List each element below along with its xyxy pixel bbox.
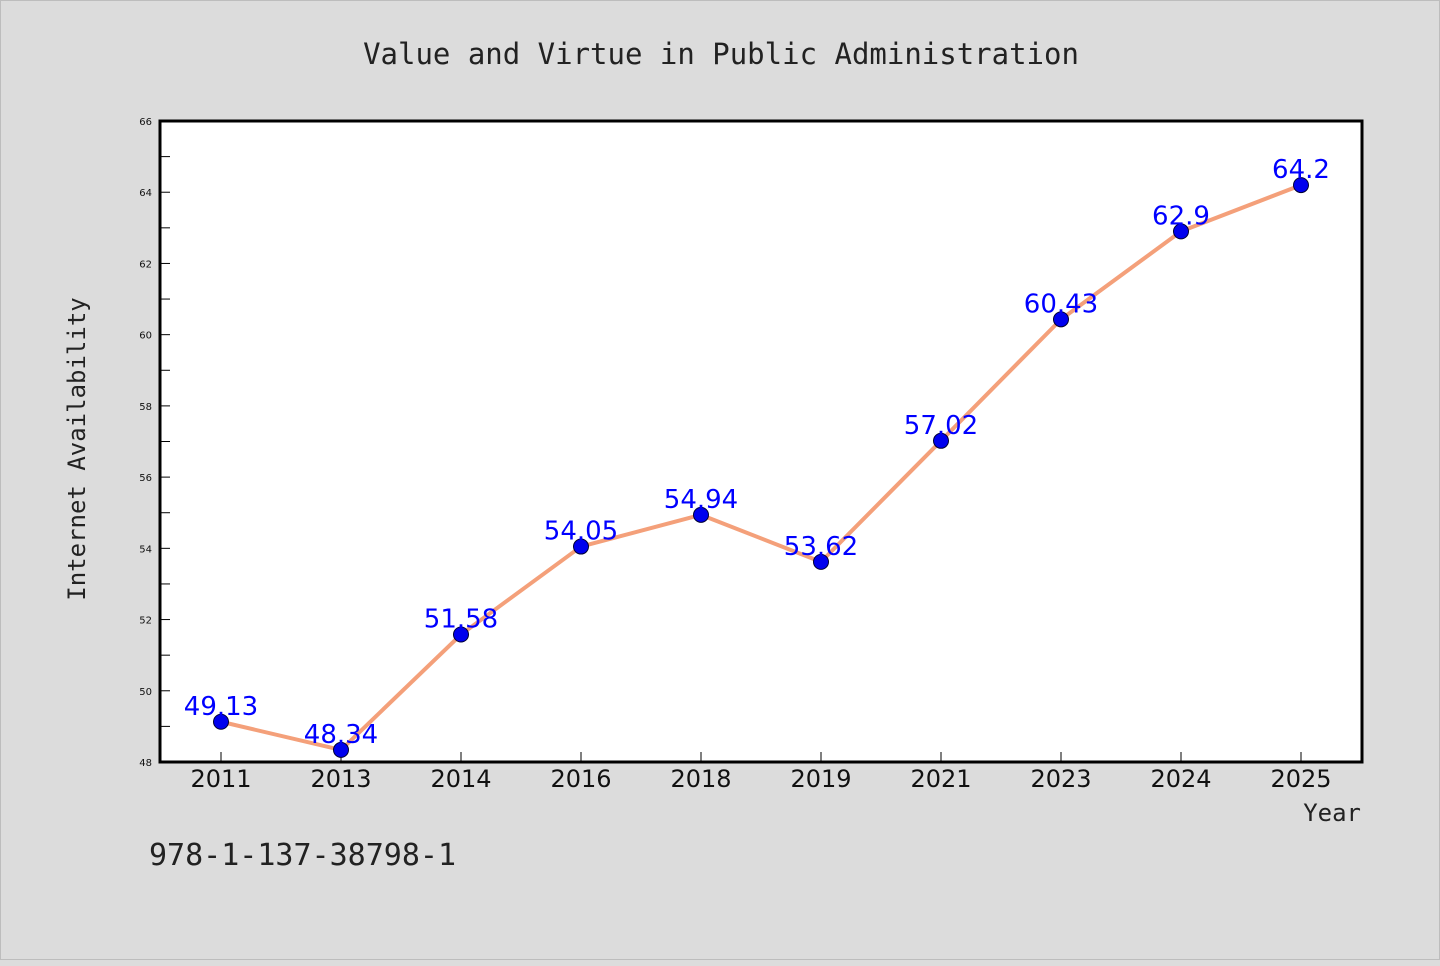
x-axis: 2011 2013 2014 2016 2018 2019 2021 2023 2024 2025 xyxy=(190,752,1332,793)
data-label: 49.13 xyxy=(184,692,258,722)
data-point xyxy=(333,741,349,758)
data-label: 64.2 xyxy=(1272,155,1330,185)
y-axis: 48 50 52 54 56 58 60 62 64 66 xyxy=(139,117,170,769)
x-tick-label: 2019 xyxy=(790,765,851,793)
y-tick-label: 60 xyxy=(139,331,152,342)
y-tick-label: 52 xyxy=(139,616,152,627)
x-tick-label: 2024 xyxy=(1150,765,1211,793)
data-point xyxy=(213,713,229,730)
x-tick-label: 2014 xyxy=(430,765,491,793)
y-tick-label: 50 xyxy=(139,687,152,698)
x-axis-label: Year xyxy=(1303,799,1361,827)
x-tick-label: 2025 xyxy=(1270,765,1331,793)
data-point xyxy=(813,553,829,570)
y-tick-label: 64 xyxy=(139,188,152,199)
y-axis-label: Internet Availability xyxy=(63,297,91,600)
x-tick-label: 2021 xyxy=(910,765,971,793)
data-point xyxy=(1293,177,1309,194)
data-point xyxy=(933,432,949,449)
data-label: 51.58 xyxy=(424,605,498,635)
data-point xyxy=(573,538,589,555)
data-label: 54.05 xyxy=(544,517,618,547)
data-label: 57.02 xyxy=(904,411,978,441)
series-layer: 49.13 48.34 51.58 54.05 54.94 53.62 57.02 60.43… xyxy=(184,155,1330,758)
data-label: 62.9 xyxy=(1152,201,1210,231)
plot-area xyxy=(158,119,1364,764)
chart-title: Value and Virtue in Public Administratio… xyxy=(363,37,1079,71)
data-label: 48.34 xyxy=(304,720,378,750)
data-label: 53.62 xyxy=(784,532,858,562)
data-label: 60.43 xyxy=(1024,289,1098,319)
data-point xyxy=(453,626,469,643)
y-tick-label: 62 xyxy=(139,259,152,270)
y-tick-label: 48 xyxy=(139,758,152,769)
x-tick-label: 2018 xyxy=(670,765,731,793)
data-point xyxy=(1053,311,1069,328)
series-line xyxy=(219,183,1303,752)
x-tick-label: 2016 xyxy=(550,765,611,793)
y-tick-label: 54 xyxy=(139,544,152,555)
y-tick-label: 58 xyxy=(139,402,152,413)
y-tick-label: 66 xyxy=(139,117,152,128)
y-tick-label: 56 xyxy=(139,473,152,484)
x-tick-label: 2013 xyxy=(310,765,371,793)
data-point xyxy=(693,506,709,523)
x-tick-label: 2023 xyxy=(1030,765,1091,793)
x-tick-label: 2011 xyxy=(190,765,251,793)
data-point xyxy=(1173,223,1189,240)
isbn-footer: 978-1-137-38798-1 xyxy=(149,838,456,873)
data-label: 54.94 xyxy=(664,485,738,515)
